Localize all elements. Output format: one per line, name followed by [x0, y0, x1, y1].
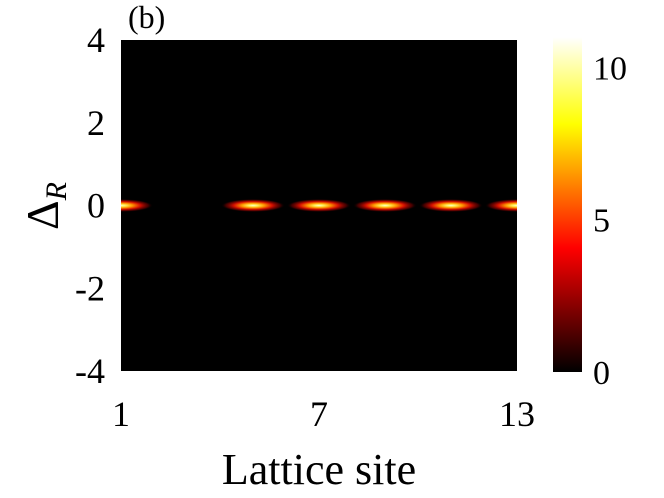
y-tick-label-3: -2	[75, 268, 105, 308]
x-tick-label-1: 7	[310, 394, 328, 434]
peaks-layer	[121, 199, 517, 212]
panel-label: (b)	[128, 0, 165, 35]
peak-5	[419, 199, 483, 212]
colorbar-tick-label-1: 5	[593, 203, 610, 240]
y-tick-label-0: 4	[87, 20, 105, 60]
peak-4	[353, 199, 417, 212]
colorbar-ticks: 10 5 0	[593, 50, 627, 392]
x-axis-label: Lattice site	[222, 445, 416, 494]
y-tick-label-1: 2	[87, 103, 105, 143]
colorbar-tick-label-2: 0	[593, 355, 610, 392]
peak-2	[221, 199, 285, 212]
peak-1	[121, 199, 153, 212]
svg-text:ΔR: ΔR	[17, 182, 73, 230]
colorbar-tick-label-0: 10	[593, 50, 627, 87]
x-axis: 1 7 13	[112, 394, 535, 434]
x-tick-label-0: 1	[112, 394, 130, 434]
x-tick-label-2: 13	[499, 394, 535, 434]
y-tick-label-2: 0	[87, 186, 105, 226]
y-axis-label: ΔR	[17, 182, 73, 230]
peak-6	[485, 199, 517, 212]
colorbar	[553, 37, 582, 372]
y-axis: 4 2 0 -2 -4	[75, 20, 105, 391]
y-axis-label-main: Δ	[17, 200, 68, 230]
peak-3	[287, 199, 351, 212]
y-axis-label-sub: R	[40, 182, 73, 201]
y-tick-label-4: -4	[75, 351, 105, 391]
